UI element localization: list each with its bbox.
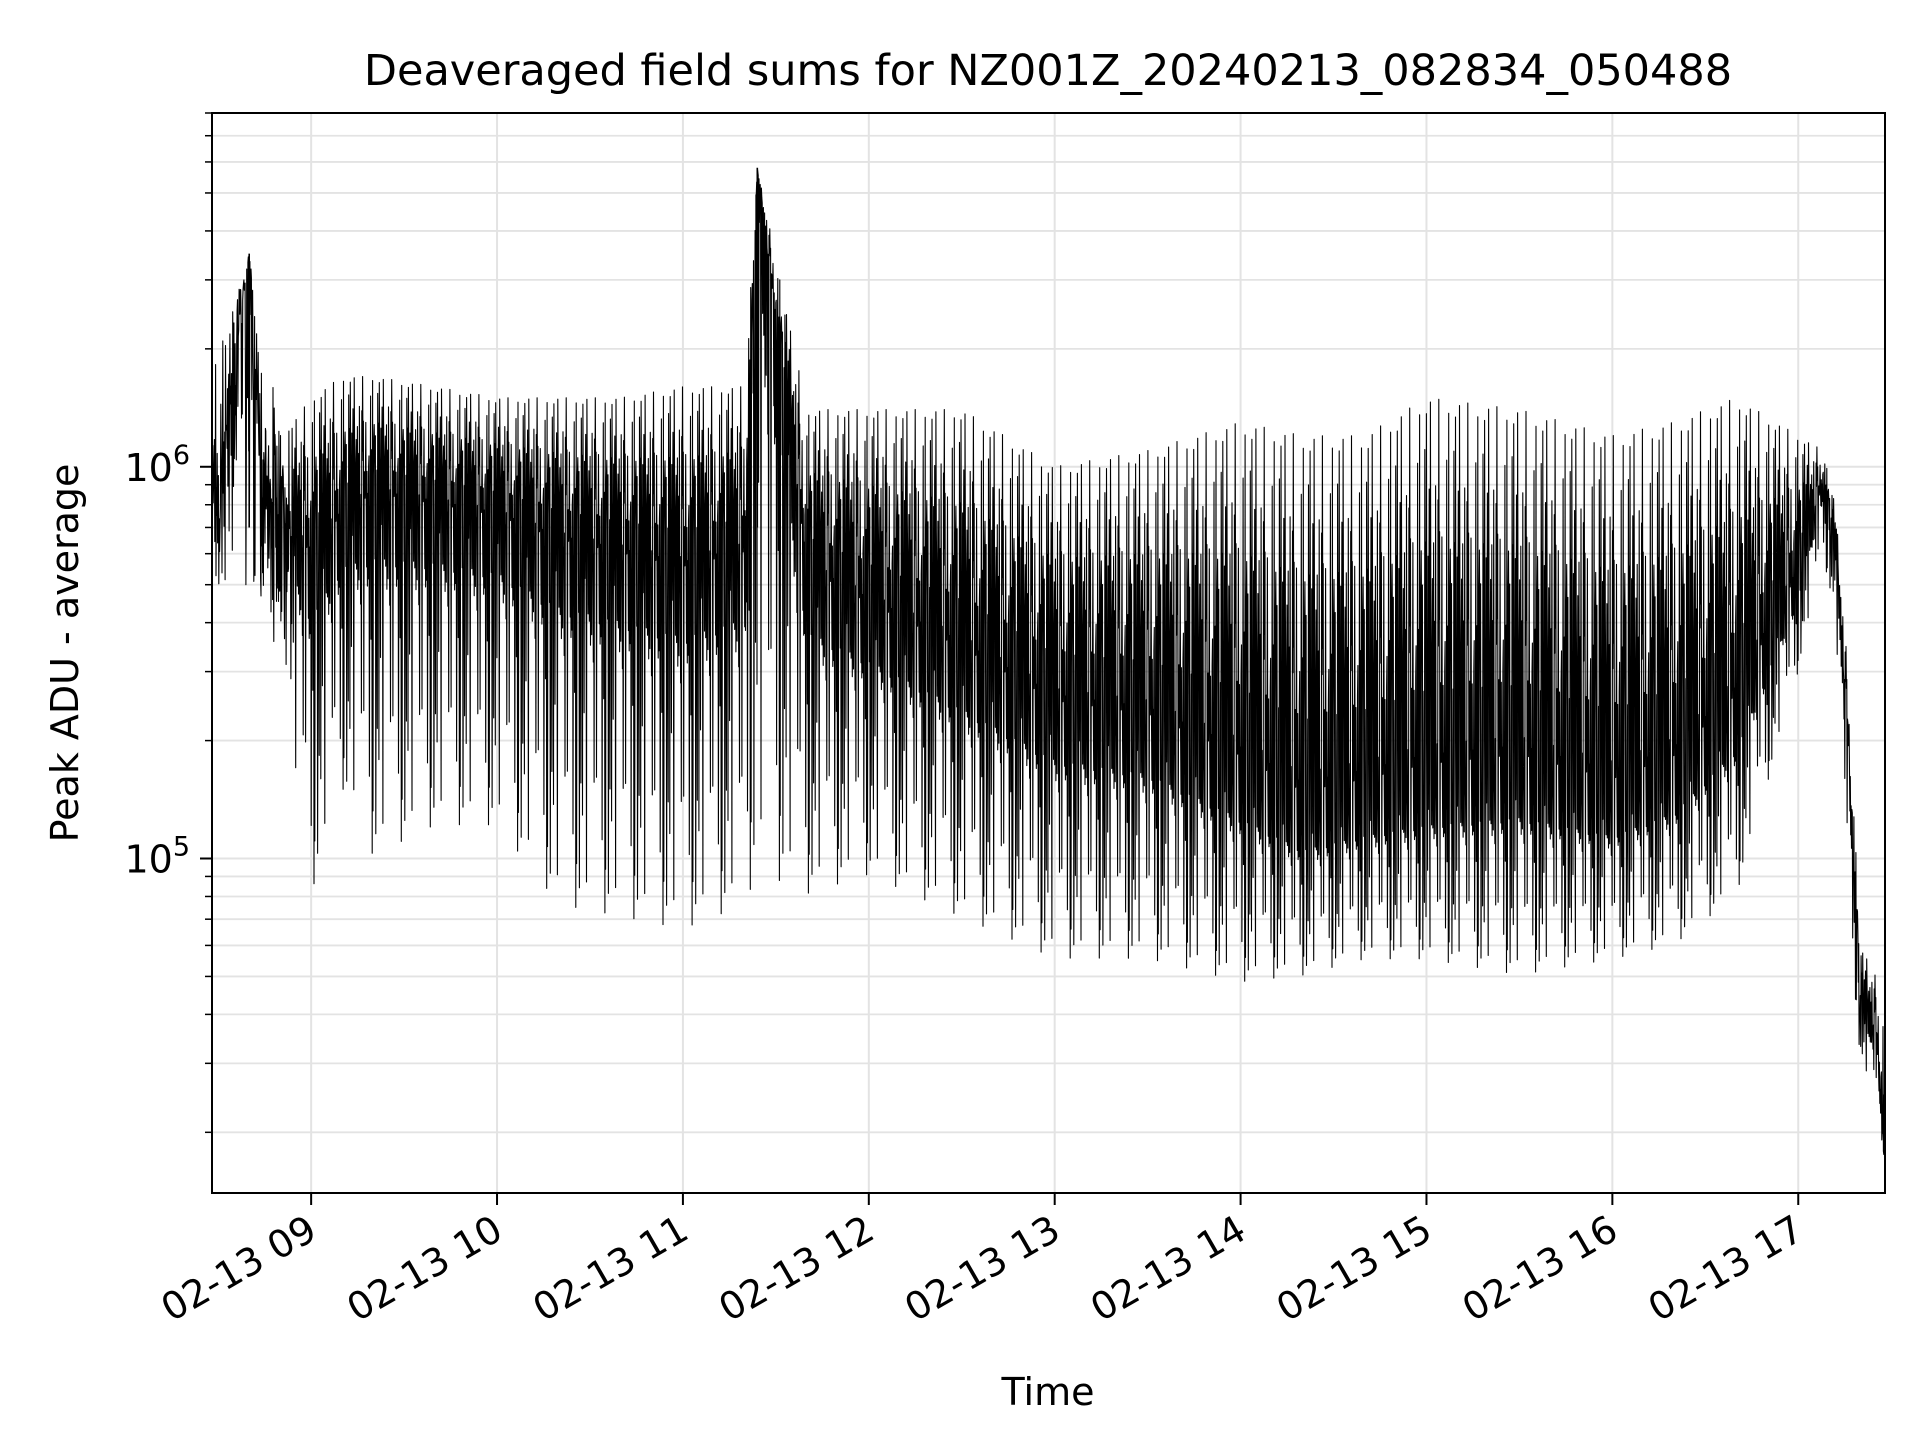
series-line-group [211,167,1886,1168]
series-line [211,168,1886,1168]
plot-frame [211,112,1886,1194]
x-axis-label: Time [1001,1370,1095,1414]
series-peak-spike [248,167,759,528]
y-axis: 105 106 [124,112,212,1134]
chart-title: Deaveraged field sums for NZ001Z_2024021… [364,46,1732,96]
y-axis-label: Peak ADU - average [43,464,87,843]
y-tick-label: 106 [124,440,190,490]
y-tick-label: 105 [124,832,190,882]
